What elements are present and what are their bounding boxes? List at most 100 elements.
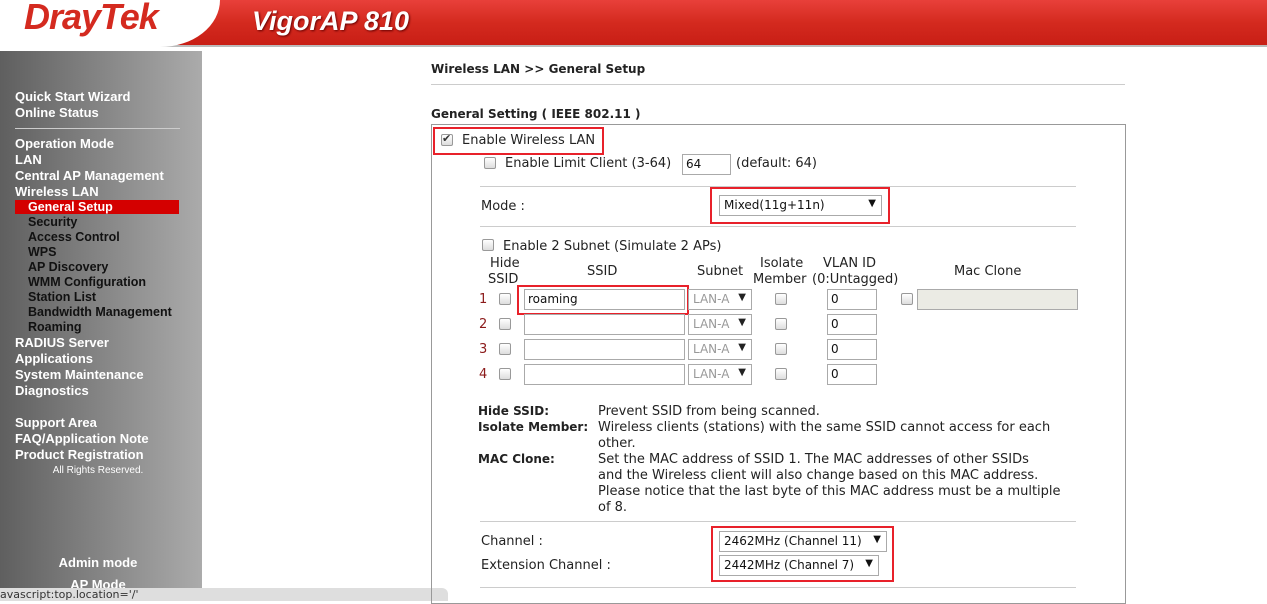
extension-channel-value: 2442MHz (Channel 7) <box>724 558 855 572</box>
nav-station-list[interactable]: Station List <box>28 290 97 304</box>
nav-wmm-configuration[interactable]: WMM Configuration <box>28 275 147 289</box>
nav-roaming[interactable]: Roaming <box>28 320 82 334</box>
nav-central-ap-management[interactable]: Central AP Management <box>15 168 164 183</box>
nav-support-area[interactable]: Support Area <box>15 415 97 430</box>
nav-applications[interactable]: Applications <box>15 351 94 366</box>
header-hide: Hide <box>490 256 520 271</box>
hide-ssid-checkbox[interactable] <box>499 318 511 330</box>
enable-wireless-lan-label: Enable Wireless LAN <box>462 133 596 148</box>
divider <box>431 84 1125 85</box>
nav-diagnostics[interactable]: Diagnostics <box>15 383 89 398</box>
subnet-select[interactable]: LAN-A ▼ <box>688 364 752 385</box>
ssid-input[interactable] <box>524 314 685 335</box>
vlan-id-input[interactable]: 0 <box>827 339 877 360</box>
hide-ssid-checkbox[interactable] <box>499 368 511 380</box>
subnet-value: LAN-A <box>693 342 730 356</box>
mode-label: Mode : <box>481 199 525 214</box>
subnet-value: LAN-A <box>693 367 730 381</box>
enable-2-subnet-checkbox[interactable] <box>482 239 494 251</box>
note-text: Prevent SSID from being scanned. <box>598 404 820 419</box>
admin-mode-label: Admin mode <box>58 555 138 570</box>
hide-ssid-checkbox[interactable] <box>499 343 511 355</box>
divider <box>480 226 1076 227</box>
nav-product-registration[interactable]: Product Registration <box>15 447 144 462</box>
header-subnet: Subnet <box>697 264 744 279</box>
nav-quick-start-wizard[interactable]: Quick Start Wizard <box>15 89 131 104</box>
nav-access-control[interactable]: Access Control <box>28 230 120 244</box>
vlan-id-input[interactable]: 0 <box>827 364 877 385</box>
channel-select[interactable]: 2462MHz (Channel 11) ▼ <box>719 531 887 552</box>
nav-wps[interactable]: WPS <box>28 245 57 259</box>
header: DrayTek VigorAP 810 <box>0 0 1267 47</box>
dropdown-arrow-icon: ▼ <box>738 367 746 378</box>
draytek-logo[interactable]: DrayTek <box>24 0 159 37</box>
row-number: 4 <box>479 367 488 382</box>
subnet-select[interactable]: LAN-A ▼ <box>688 339 752 360</box>
highlight-box <box>710 187 890 224</box>
note-text: of 8. <box>598 500 628 515</box>
dropdown-arrow-icon: ▼ <box>868 198 876 209</box>
subnet-value: LAN-A <box>693 292 730 306</box>
vlan-id-input[interactable]: 0 <box>827 314 877 335</box>
isolate-member-checkbox[interactable] <box>775 293 787 305</box>
product-name: VigorAP 810 <box>252 6 410 36</box>
limit-client-input[interactable]: 64 <box>682 154 731 175</box>
nav-online-status[interactable]: Online Status <box>15 105 99 120</box>
dropdown-arrow-icon: ▼ <box>738 292 746 303</box>
mode-value: Mixed(11g+11n) <box>724 198 825 212</box>
logo-area: DrayTek <box>0 0 220 47</box>
hide-ssid-checkbox[interactable] <box>499 293 511 305</box>
divider <box>480 587 1076 588</box>
dropdown-arrow-icon: ▼ <box>865 558 873 569</box>
note-text: other. <box>598 436 636 451</box>
divider <box>15 128 180 129</box>
mode-select[interactable]: Mixed(11g+11n) ▼ <box>719 195 882 216</box>
nav-ap-discovery[interactable]: AP Discovery <box>28 260 109 274</box>
nav-lan[interactable]: LAN <box>15 152 42 167</box>
nav-radius-server[interactable]: RADIUS Server <box>15 335 109 350</box>
enable-wireless-lan-checkbox[interactable] <box>441 132 453 146</box>
limit-client-default: (default: 64) <box>736 156 817 171</box>
rights-text: All Rights Reserved. <box>52 465 144 476</box>
ssid-input[interactable] <box>524 364 685 385</box>
nav-wireless-lan[interactable]: Wireless LAN <box>15 184 99 199</box>
nav-system-maintenance[interactable]: System Maintenance <box>15 367 144 382</box>
subnet-select[interactable]: LAN-A ▼ <box>688 289 752 310</box>
divider <box>480 186 1076 187</box>
nav-bandwidth-management[interactable]: Bandwidth Management <box>28 305 172 319</box>
divider <box>480 521 1076 522</box>
nav-operation-mode[interactable]: Operation Mode <box>15 136 114 151</box>
isolate-member-checkbox[interactable] <box>775 343 787 355</box>
dropdown-arrow-icon: ▼ <box>873 534 881 545</box>
ssid-input[interactable] <box>524 339 685 360</box>
header-ssid: SSID <box>587 264 618 279</box>
nav-security[interactable]: Security <box>28 215 78 229</box>
vlan-id-input[interactable]: 0 <box>827 289 877 310</box>
header-member: Member <box>753 272 807 287</box>
channel-label: Channel : <box>481 534 543 549</box>
note-text: and the Wireless client will also change… <box>598 468 1039 483</box>
note-term-isolate-member: Isolate Member: <box>478 420 589 434</box>
nav-faq[interactable]: FAQ/Application Note <box>15 431 149 446</box>
enable-limit-client-checkbox[interactable] <box>484 157 496 169</box>
isolate-member-checkbox[interactable] <box>775 368 787 380</box>
sidebar: Quick Start Wizard Online Status Operati… <box>0 51 202 601</box>
breadcrumb: Wireless LAN >> General Setup <box>431 62 646 76</box>
ssid-input[interactable]: roaming <box>524 289 685 310</box>
mac-clone-input[interactable] <box>917 289 1078 310</box>
isolate-member-checkbox[interactable] <box>775 318 787 330</box>
dropdown-arrow-icon: ▼ <box>738 317 746 328</box>
header-isolate: Isolate <box>760 256 804 271</box>
subnet-select[interactable]: LAN-A ▼ <box>688 314 752 335</box>
dropdown-arrow-icon: ▼ <box>738 342 746 353</box>
extension-channel-label: Extension Channel : <box>481 558 611 573</box>
channel-value: 2462MHz (Channel 11) <box>724 534 862 548</box>
extension-channel-select[interactable]: 2442MHz (Channel 7) ▼ <box>719 555 879 576</box>
row-number: 1 <box>479 292 488 307</box>
row-number: 2 <box>479 317 488 332</box>
nav-general-setup[interactable]: General Setup <box>15 200 179 214</box>
note-term-hide-ssid: Hide SSID: <box>478 404 550 418</box>
header-hide-ssid: SSID <box>488 272 519 287</box>
mac-clone-checkbox[interactable] <box>901 293 913 305</box>
section-title: General Setting ( IEEE 802.11 ) <box>431 107 641 121</box>
